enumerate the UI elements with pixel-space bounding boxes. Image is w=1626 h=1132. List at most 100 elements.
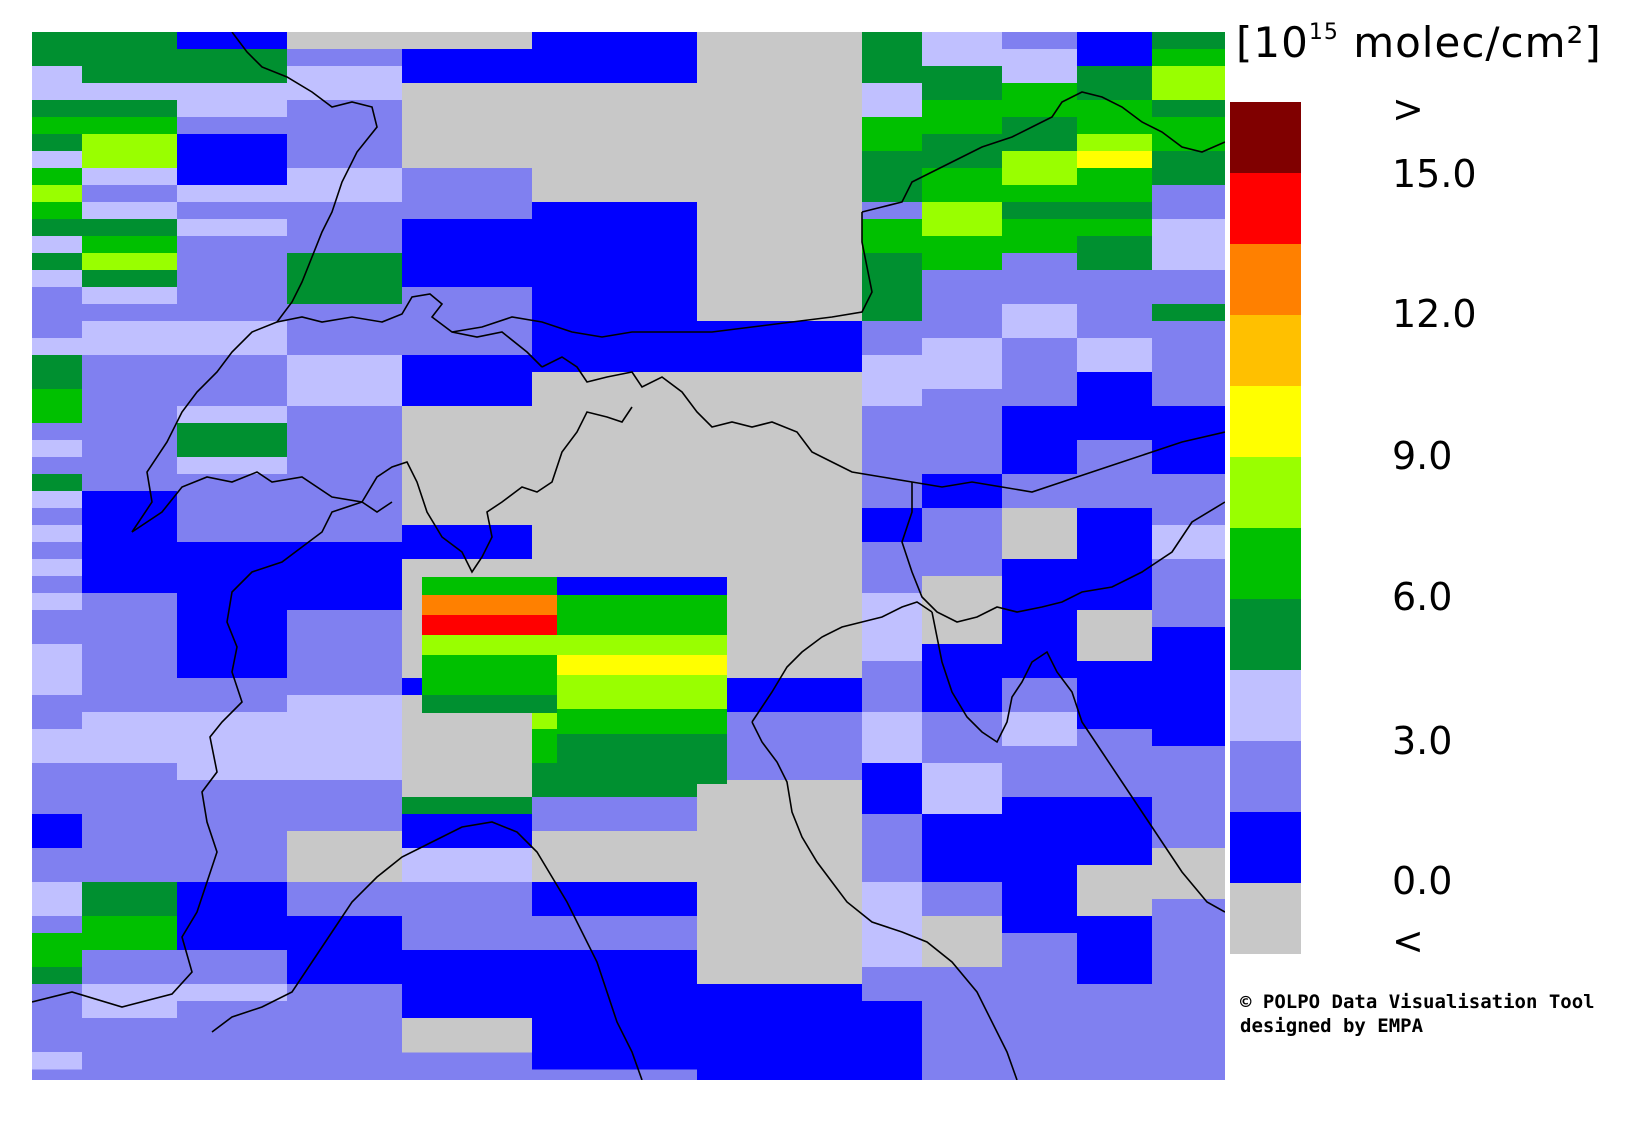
data-pixel xyxy=(1002,168,1077,186)
data-pixel xyxy=(1077,338,1152,356)
data-pixel xyxy=(1152,219,1225,237)
data-pixel xyxy=(1077,746,1152,764)
data-pixel xyxy=(862,1001,922,1019)
data-pixel xyxy=(922,746,1002,764)
data-pixel xyxy=(1152,814,1225,832)
border-austria-italy xyxy=(541,356,1225,493)
data-pixel xyxy=(697,355,862,373)
data-pixel xyxy=(1152,661,1225,679)
data-pixel xyxy=(82,797,177,815)
data-pixel xyxy=(1152,304,1225,322)
data-pixel xyxy=(532,440,697,458)
data-pixel xyxy=(1002,678,1077,696)
data-pixel xyxy=(422,635,557,655)
data-pixel xyxy=(862,780,922,798)
data-pixel xyxy=(697,916,862,934)
data-pixel xyxy=(82,780,177,798)
data-pixel xyxy=(1002,338,1077,356)
data-pixel xyxy=(32,916,82,934)
unit-exponent: 15 xyxy=(1308,20,1339,45)
data-pixel xyxy=(402,814,532,832)
data-pixel xyxy=(1077,270,1152,288)
data-pixel xyxy=(532,457,697,475)
data-pixel xyxy=(82,389,177,407)
data-pixel xyxy=(177,984,287,1002)
data-pixel xyxy=(32,933,82,951)
data-pixel xyxy=(177,423,287,441)
data-pixel xyxy=(402,32,532,50)
data-pixel xyxy=(697,253,862,271)
data-pixel xyxy=(697,1035,862,1053)
colorbar-bin xyxy=(1230,670,1301,741)
data-pixel xyxy=(32,270,82,288)
data-pixel xyxy=(287,304,402,322)
data-pixel xyxy=(177,525,287,543)
data-pixel xyxy=(287,695,402,713)
data-pixel xyxy=(1002,542,1077,560)
data-pixel xyxy=(177,1035,287,1053)
data-pixel xyxy=(1077,1001,1152,1019)
data-pixel xyxy=(177,168,287,186)
data-pixel xyxy=(177,797,287,815)
data-pixel xyxy=(1077,933,1152,951)
data-pixel xyxy=(697,32,862,50)
data-pixel xyxy=(862,508,922,526)
data-pixel xyxy=(1002,865,1077,883)
data-pixel xyxy=(1077,1035,1152,1053)
data-pixel xyxy=(862,100,922,118)
data-pixel xyxy=(82,423,177,441)
data-pixel xyxy=(177,508,287,526)
data-pixel xyxy=(402,525,532,543)
data-pixel xyxy=(862,168,922,186)
data-pixel xyxy=(177,270,287,288)
data-pixel xyxy=(1077,83,1152,101)
data-pixel xyxy=(862,610,922,628)
data-pixel xyxy=(1002,219,1077,237)
data-pixel xyxy=(1152,66,1225,84)
data-pixel xyxy=(32,32,82,50)
data-pixel xyxy=(287,933,402,951)
data-pixel xyxy=(32,525,82,543)
data-pixel xyxy=(922,134,1002,152)
border-france-switzerland xyxy=(32,501,393,1008)
data-pixel xyxy=(697,814,862,832)
data-pixel xyxy=(1077,287,1152,305)
data-pixel xyxy=(422,615,557,635)
data-pixel xyxy=(1152,355,1225,373)
data-pixel xyxy=(1077,185,1152,203)
data-pixel xyxy=(402,950,532,968)
data-pixel xyxy=(177,372,287,390)
data-pixel xyxy=(862,882,922,900)
data-pixel xyxy=(82,508,177,526)
data-pixel xyxy=(922,423,1002,441)
data-pixel xyxy=(697,644,862,662)
data-pixel xyxy=(402,389,532,407)
data-pixel xyxy=(287,219,402,237)
satellite-map[interactable] xyxy=(32,32,1225,1080)
data-pixel xyxy=(82,950,177,968)
data-pixel xyxy=(1152,780,1225,798)
data-pixel xyxy=(922,729,1002,747)
data-pixel xyxy=(922,151,1002,169)
data-pixel xyxy=(697,610,862,628)
data-pixel xyxy=(862,627,922,645)
data-pixel xyxy=(1002,559,1077,577)
colorbar-bin xyxy=(1230,386,1301,457)
unit-label: [1015 molec/cm²] xyxy=(1236,18,1602,67)
data-pixel xyxy=(1002,355,1077,373)
data-pixel xyxy=(402,916,532,934)
data-pixel xyxy=(287,899,402,917)
data-pixel xyxy=(402,185,532,203)
data-pixel xyxy=(287,66,402,84)
data-pixel xyxy=(532,253,697,271)
data-pixel xyxy=(532,117,697,135)
data-pixel xyxy=(402,729,532,747)
data-pixel xyxy=(287,236,402,254)
data-pixel xyxy=(532,168,697,186)
data-pixel xyxy=(82,406,177,424)
data-pixel xyxy=(402,270,532,288)
data-pixel xyxy=(82,151,177,169)
data-pixel xyxy=(922,559,1002,577)
data-pixel xyxy=(532,474,697,492)
data-pixel xyxy=(1077,355,1152,373)
